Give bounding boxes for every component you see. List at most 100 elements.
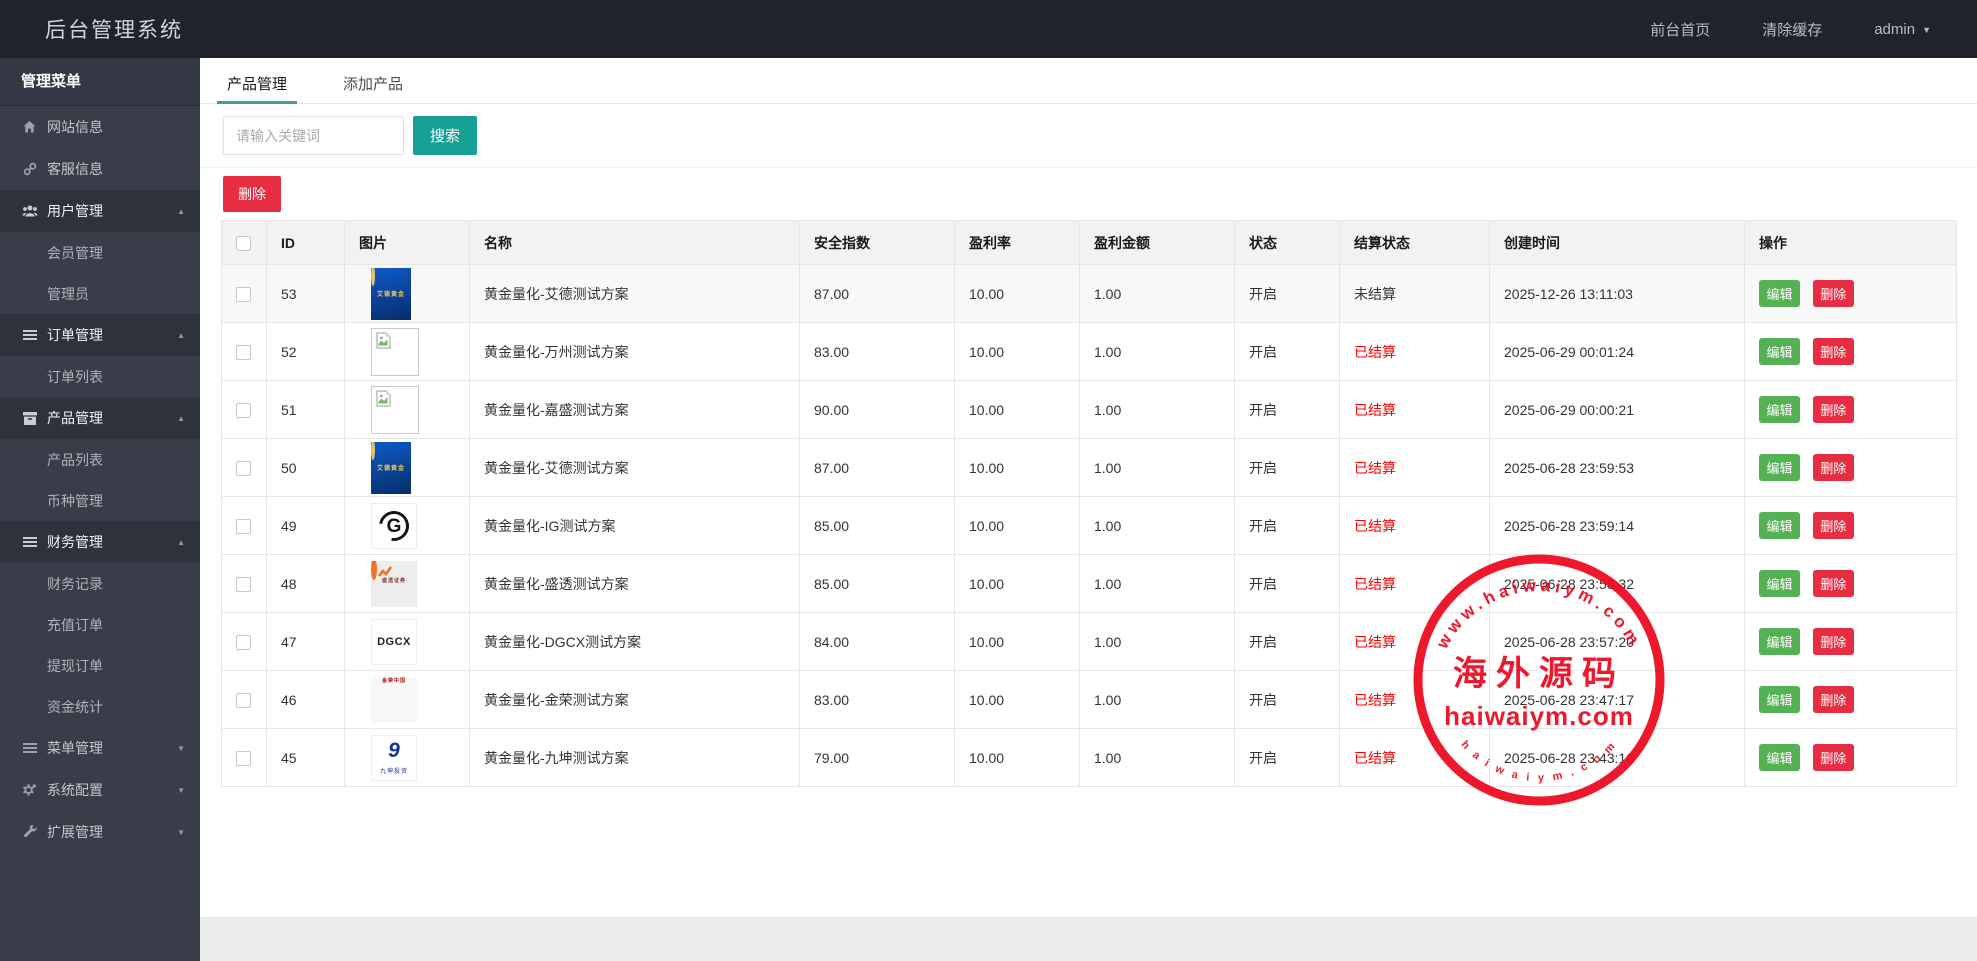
sidebar-item-member-mgmt[interactable]: 会员管理 xyxy=(47,244,103,261)
main-content: 产品管理 添加产品 搜索 删除 xyxy=(200,58,1977,961)
search-input[interactable] xyxy=(223,116,404,155)
col-settle-status: 结算状态 xyxy=(1339,220,1490,265)
row-settle-status: 已结算 xyxy=(1339,554,1490,613)
row-name: 黄金量化-万州测试方案 xyxy=(469,322,800,381)
sidebar-item-service-info[interactable]: 客服信息 xyxy=(0,148,200,190)
sidebar-item-user-mgmt[interactable]: 用户管理 ▲ xyxy=(0,190,200,232)
edit-button[interactable]: 编辑 xyxy=(1759,686,1800,713)
row-status: 开启 xyxy=(1234,438,1340,497)
sidebar-item-admins[interactable]: 管理员 xyxy=(47,285,89,302)
delete-row-button[interactable]: 删除 xyxy=(1812,512,1854,539)
row-profit-amount: 1.00 xyxy=(1079,670,1235,729)
sidebar-item-recharge-orders[interactable]: 充值订单 xyxy=(47,616,103,633)
row-image-cell: 艾德黄金 xyxy=(344,264,470,323)
delete-row-button[interactable]: 删除 xyxy=(1812,744,1854,771)
sidebar-item-withdraw-orders[interactable]: 提现订单 xyxy=(47,657,103,674)
row-checkbox[interactable] xyxy=(236,460,251,476)
select-all-checkbox[interactable] xyxy=(236,235,251,251)
search-button[interactable]: 搜索 xyxy=(413,116,477,155)
row-select-cell xyxy=(221,554,267,613)
row-id: 47 xyxy=(266,612,345,671)
row-image-cell: DGCX xyxy=(344,612,470,671)
sidebar-item-finance-mgmt[interactable]: 财务管理 ▲ xyxy=(0,521,200,563)
chevron-up-icon: ▲ xyxy=(177,206,185,216)
archive-icon xyxy=(21,411,38,426)
edit-button[interactable]: 编辑 xyxy=(1759,744,1800,771)
col-image: 图片 xyxy=(344,220,470,265)
row-select-cell xyxy=(221,380,267,439)
edit-button[interactable]: 编辑 xyxy=(1759,628,1800,655)
clear-cache-link[interactable]: 清除缓存 xyxy=(1762,21,1823,39)
row-settle-status: 已结算 xyxy=(1339,380,1490,439)
row-profit-rate: 10.00 xyxy=(954,554,1080,613)
sidebar-item-product-mgmt[interactable]: 产品管理 ▲ xyxy=(0,397,200,439)
row-settle-status: 已结算 xyxy=(1339,670,1490,729)
row-image-cell: G xyxy=(344,496,470,555)
row-profit-rate: 10.00 xyxy=(954,496,1080,555)
row-name: 黄金量化-九坤测试方案 xyxy=(469,728,800,787)
delete-row-button[interactable]: 删除 xyxy=(1812,396,1854,423)
delete-row-button[interactable]: 删除 xyxy=(1812,454,1854,481)
row-status: 开启 xyxy=(1234,264,1340,323)
sidebar-item-product-list[interactable]: 产品列表 xyxy=(47,451,103,468)
edit-button[interactable]: 编辑 xyxy=(1759,396,1800,423)
row-id: 52 xyxy=(266,322,345,381)
edit-button[interactable]: 编辑 xyxy=(1759,280,1800,307)
sidebar-item-system-config[interactable]: 系统配置 ▼ xyxy=(0,769,200,811)
row-checkbox[interactable] xyxy=(236,518,251,534)
row-id: 48 xyxy=(266,554,345,613)
sidebar-item-order-list[interactable]: 订单列表 xyxy=(47,368,103,385)
list-icon xyxy=(21,535,38,550)
delete-row-button[interactable]: 删除 xyxy=(1812,338,1854,365)
delete-row-button[interactable]: 删除 xyxy=(1812,628,1854,655)
topbar: 后台管理系统 前台首页 清除缓存 admin ▼ xyxy=(0,0,1977,58)
tab-add-product[interactable]: 添加产品 xyxy=(343,76,404,93)
table-row: 47 DGCX 黄金量化-DGCX测试方案 84.00 10.00 1.00 开… xyxy=(221,612,1957,671)
row-checkbox[interactable] xyxy=(236,692,251,708)
sidebar-item-order-mgmt[interactable]: 订单管理 ▲ xyxy=(0,314,200,356)
sidebar-item-menu-mgmt[interactable]: 菜单管理 ▼ xyxy=(0,727,200,769)
product-image: 艾德黄金 xyxy=(371,441,411,494)
sidebar-item-extension-mgmt[interactable]: 扩展管理 ▼ xyxy=(0,811,200,853)
product-image: G xyxy=(371,502,417,549)
sidebar-item-site-info[interactable]: 网站信息 xyxy=(0,106,200,148)
row-actions: 编辑 删除 xyxy=(1744,728,1957,787)
row-checkbox[interactable] xyxy=(236,750,251,766)
row-profit-rate: 10.00 xyxy=(954,728,1080,787)
product-image xyxy=(371,385,419,434)
delete-row-button[interactable]: 删除 xyxy=(1812,570,1854,597)
product-image xyxy=(371,327,419,376)
row-checkbox[interactable] xyxy=(236,286,251,302)
tab-product-mgmt[interactable]: 产品管理 xyxy=(216,73,298,104)
row-image-cell: 9 九坤投资 xyxy=(344,728,470,787)
edit-button[interactable]: 编辑 xyxy=(1759,454,1800,481)
row-image-cell: 盛透证券 xyxy=(344,554,470,613)
edit-button[interactable]: 编辑 xyxy=(1759,570,1800,597)
row-name: 黄金量化-盛透测试方案 xyxy=(469,554,800,613)
edit-button[interactable]: 编辑 xyxy=(1759,512,1800,539)
front-home-link[interactable]: 前台首页 xyxy=(1650,21,1711,39)
sidebar-item-finance-records[interactable]: 财务记录 xyxy=(47,575,103,592)
home-icon xyxy=(21,120,38,135)
col-id: ID xyxy=(266,220,345,265)
delete-row-button[interactable]: 删除 xyxy=(1812,686,1854,713)
sidebar-item-label: 客服信息 xyxy=(47,161,103,177)
row-checkbox[interactable] xyxy=(236,576,251,592)
user-menu[interactable]: admin ▼ xyxy=(1874,21,1931,38)
row-checkbox[interactable] xyxy=(236,344,251,360)
sidebar-item-currency-mgmt[interactable]: 币种管理 xyxy=(47,492,103,509)
row-select-cell xyxy=(221,728,267,787)
row-settle-status: 已结算 xyxy=(1339,496,1490,555)
row-profit-rate: 10.00 xyxy=(954,612,1080,671)
row-profit-amount: 1.00 xyxy=(1079,612,1235,671)
sidebar-item-fund-stats[interactable]: 资金统计 xyxy=(47,698,103,715)
row-checkbox[interactable] xyxy=(236,402,251,418)
row-safety-index: 87.00 xyxy=(799,438,955,497)
bulk-delete-button[interactable]: 删除 xyxy=(223,176,281,212)
row-status: 开启 xyxy=(1234,728,1340,787)
row-profit-rate: 10.00 xyxy=(954,380,1080,439)
delete-row-button[interactable]: 删除 xyxy=(1812,280,1854,307)
edit-button[interactable]: 编辑 xyxy=(1759,338,1800,365)
row-checkbox[interactable] xyxy=(236,634,251,650)
row-status: 开启 xyxy=(1234,322,1340,381)
